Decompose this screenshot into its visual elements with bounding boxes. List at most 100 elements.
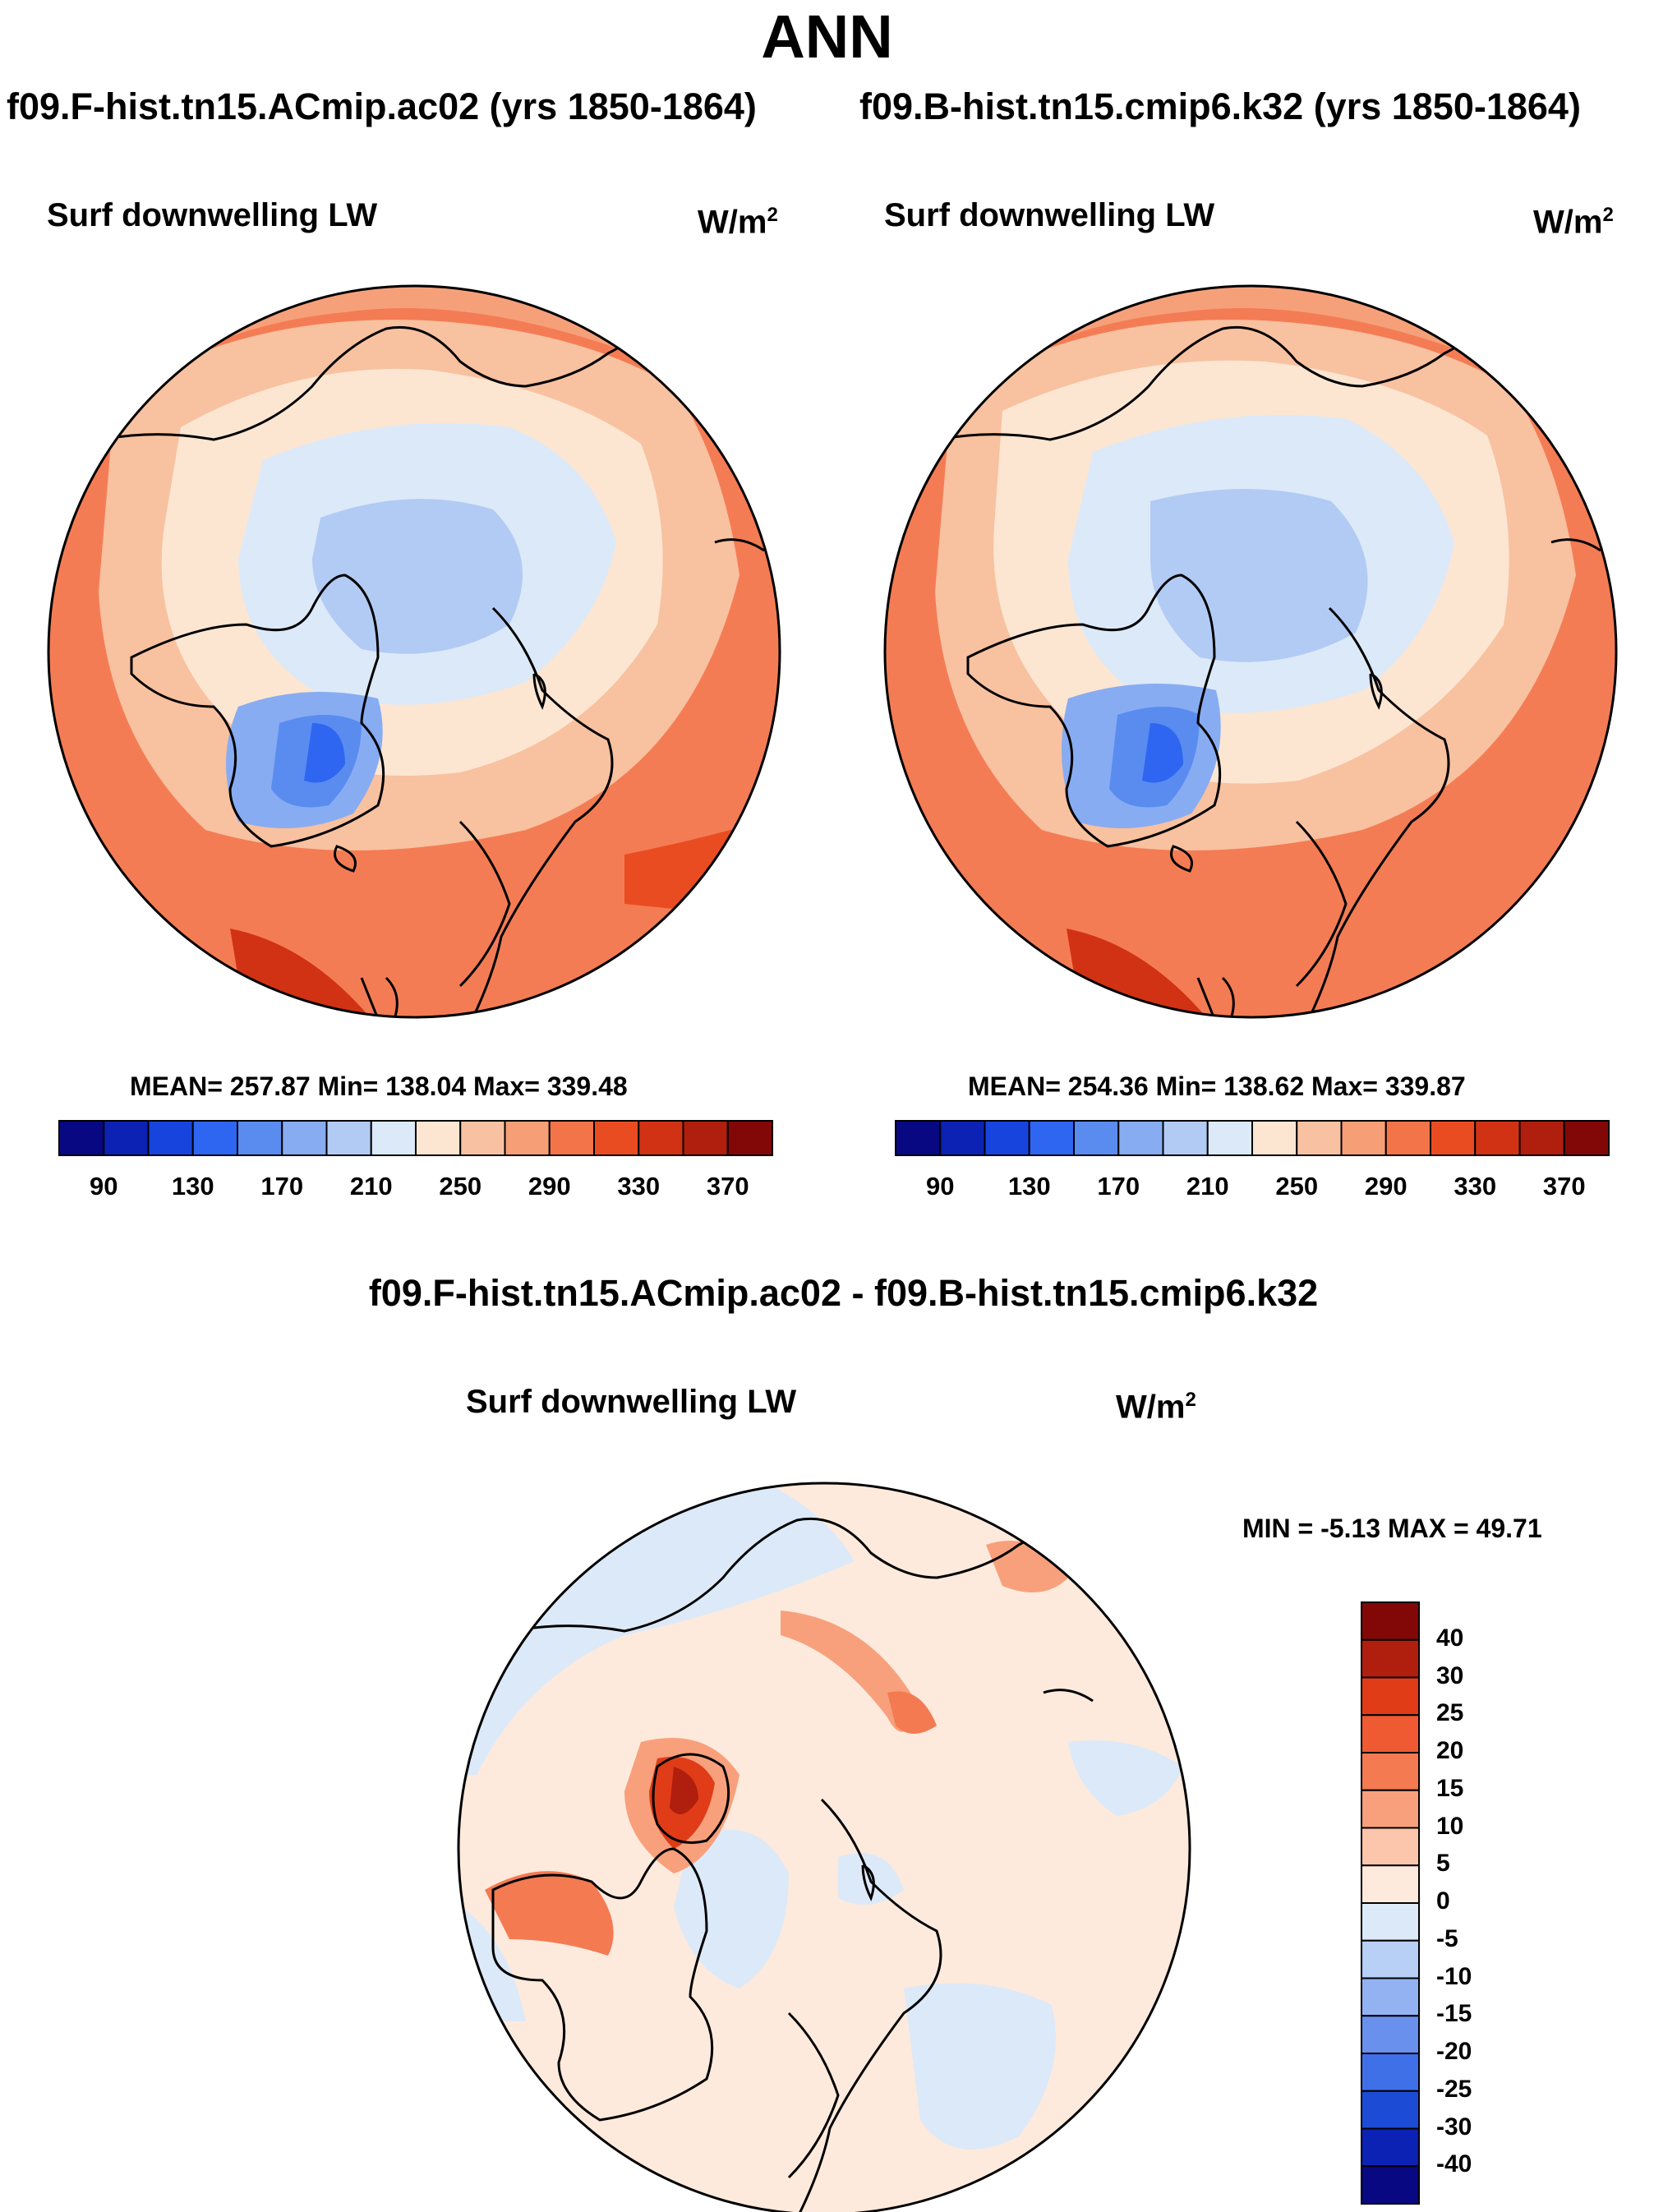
colorbar-2-swatch: [1206, 1120, 1253, 1156]
map-boundary-1: [47, 284, 781, 1019]
colorbar-1-label: 330: [617, 1172, 661, 1200]
map-boundary-diff: [457, 1482, 1191, 2212]
colorbar-2-swatch: [1474, 1120, 1521, 1156]
colorbar-diff-label: -20: [1436, 2038, 1472, 2065]
map-panel-diff: [458, 1483, 1190, 2212]
colorbar-1-swatch: [638, 1120, 684, 1156]
colorbar-1-swatch: [682, 1120, 729, 1156]
colorbar-2-label: 370: [1542, 1172, 1586, 1200]
colorbar-2-swatch: [984, 1120, 1030, 1156]
colorbar-2-swatch: [1162, 1120, 1209, 1156]
colorbar-diff-label: 30: [1436, 1661, 1464, 1689]
colorbar-2-label: 290: [1364, 1172, 1408, 1200]
panel3-units: W/m2: [1116, 1389, 1196, 1426]
colorbar-diff-swatch: [1361, 1714, 1420, 1753]
colorbar-2-swatch: [1073, 1120, 1120, 1156]
map-boundary-2: [883, 284, 1618, 1019]
colorbar-diff-label: -10: [1436, 1962, 1472, 1990]
colorbar-2-swatch: [939, 1120, 986, 1156]
colorbar-1-swatch: [325, 1120, 372, 1156]
colorbar-1-label: 170: [260, 1172, 304, 1200]
colorbar-diff-label: -25: [1436, 2075, 1472, 2103]
colorbar-2-swatch: [1028, 1120, 1075, 1156]
colorbar-2-label: 130: [1007, 1172, 1051, 1200]
colorbar-2-swatch: [1117, 1120, 1164, 1156]
colorbar-1-label: 210: [349, 1172, 393, 1200]
colorbar-1-swatch: [147, 1120, 194, 1156]
colorbar-diff-swatch: [1361, 1977, 1420, 2017]
colorbar-1-swatch: [281, 1120, 328, 1156]
colorbar-diff-label: 10: [1436, 1812, 1464, 1840]
colorbar-1-swatch: [504, 1120, 551, 1156]
panel1-units: W/m2: [698, 204, 778, 241]
colorbar-diff-swatch: [1361, 1789, 1420, 1829]
panel1-variable-title: Surf downwelling LW: [47, 197, 378, 233]
colorbar-2-swatch: [895, 1120, 942, 1156]
colorbar-2-swatch: [1430, 1120, 1477, 1156]
colorbar-diff-swatch: [1361, 1939, 1420, 1979]
colorbar-diff-swatch: [1361, 1864, 1420, 1904]
colorbar-diff-label: 0: [1436, 1887, 1450, 1915]
case1-title: f09.F-hist.tn15.ACmip.ac02 (yrs 1850-186…: [7, 85, 757, 127]
colorbar-2-label: 90: [926, 1172, 955, 1200]
colorbar-diff-label: -5: [1436, 1924, 1458, 1952]
main-title: ANN: [761, 2, 893, 71]
colorbar-1-swatch: [103, 1120, 150, 1156]
colorbar-diff-swatch: [1361, 1638, 1420, 1679]
colorbar-diff-label: 40: [1436, 1624, 1464, 1652]
colorbar-diff-swatch: [1361, 1902, 1420, 1942]
colorbar-1-swatch: [191, 1120, 238, 1156]
colorbar-1-label: 290: [528, 1172, 571, 1200]
colorbar-diff-swatch: [1361, 2090, 1420, 2130]
colorbar-1-swatch: [415, 1120, 462, 1156]
colorbar-2-label: 210: [1186, 1172, 1229, 1200]
case2-title: f09.B-hist.tn15.cmip6.k32 (yrs 1850-1864…: [859, 85, 1581, 127]
colorbar-diff-label: 5: [1436, 1850, 1450, 1878]
colorbar-2-swatch: [1296, 1120, 1343, 1156]
colorbar-1-swatch: [593, 1120, 640, 1156]
colorbar-1-label: 250: [439, 1172, 482, 1200]
colorbar-1-swatch: [459, 1120, 506, 1156]
colorbar-diff: [1361, 1601, 1420, 2205]
panel2-units: W/m2: [1533, 204, 1614, 241]
panel1-stats: MEAN= 257.87 Min= 138.04 Max= 339.48: [130, 1071, 628, 1101]
colorbar-2: [895, 1120, 1610, 1156]
colorbar-1-swatch: [370, 1120, 417, 1156]
colorbar-1-label: 130: [171, 1172, 214, 1200]
panel2-stats: MEAN= 254.36 Min= 138.62 Max= 339.87: [968, 1071, 1466, 1101]
coastlines: [81, 311, 765, 1017]
colorbar-2-swatch: [1384, 1120, 1431, 1156]
colorbar-diff-swatch: [1361, 2127, 1420, 2168]
coastlines: [491, 1503, 1094, 2212]
colorbar-diff-label: -40: [1436, 2150, 1472, 2178]
colorbar-diff-label: 15: [1436, 1774, 1464, 1802]
difference-title: f09.F-hist.tn15.ACmip.ac02 - f09.B-hist.…: [368, 1272, 1319, 1314]
colorbar-diff-swatch: [1361, 1676, 1420, 1717]
colorbar-2-label: 170: [1097, 1172, 1140, 1200]
colorbar-diff-swatch: [1361, 1752, 1420, 1791]
colorbar-diff-swatch: [1361, 2015, 1420, 2054]
colorbar-2-label: 330: [1454, 1172, 1497, 1200]
colorbar-2-swatch: [1563, 1120, 1610, 1156]
colorbar-diff-swatch: [1361, 2053, 1420, 2092]
colorbar-diff-label: -15: [1436, 2000, 1472, 2028]
colorbar-diff-swatch: [1361, 2165, 1420, 2205]
colorbar-2-swatch: [1518, 1120, 1565, 1156]
panel3-stats: MIN = -5.13 MAX = 49.71: [1242, 1514, 1542, 1543]
colorbar-1-label: 370: [706, 1172, 749, 1200]
colorbar-diff-swatch: [1361, 1827, 1420, 1867]
map-panel-2: [885, 286, 1616, 1017]
colorbar-diff-label: 20: [1436, 1737, 1464, 1764]
colorbar-1-swatch: [726, 1120, 773, 1156]
colorbar-diff-label: -30: [1436, 2113, 1472, 2141]
coastlines: [918, 311, 1601, 1017]
colorbar-2-label: 250: [1275, 1172, 1319, 1200]
colorbar-2-swatch: [1340, 1120, 1387, 1156]
colorbar-1: [58, 1120, 773, 1156]
colorbar-1-swatch: [548, 1120, 595, 1156]
colorbar-diff-swatch: [1361, 1601, 1420, 1641]
colorbar-1-swatch: [237, 1120, 283, 1156]
colorbar-2-swatch: [1251, 1120, 1298, 1156]
map-panel-1: [48, 286, 780, 1017]
